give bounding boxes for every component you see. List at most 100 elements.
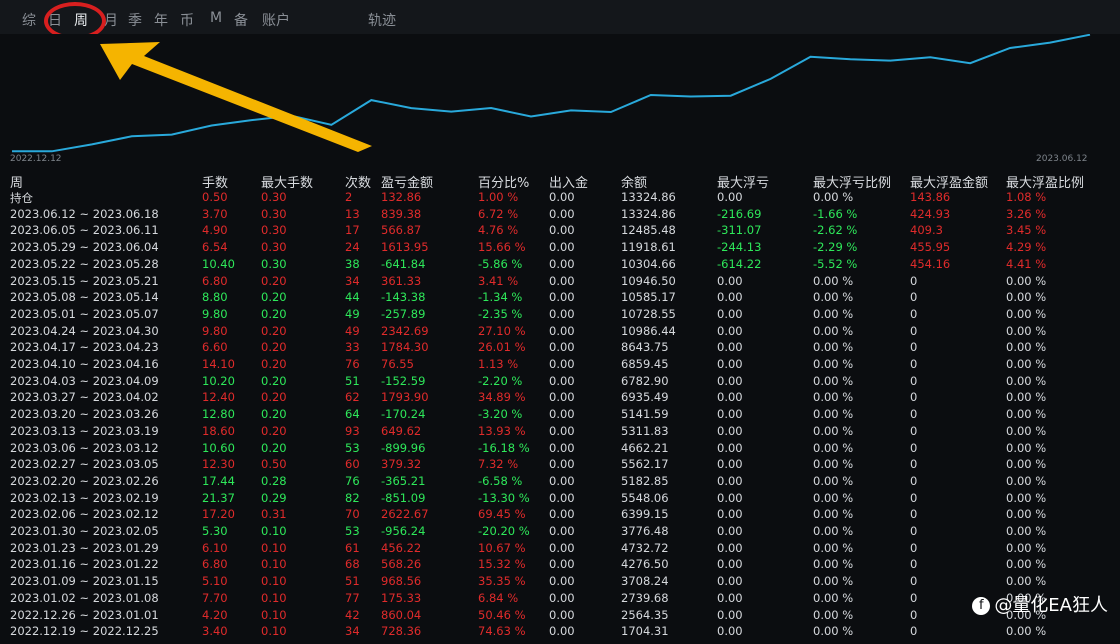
cell-balance: 5311.83 <box>621 423 669 438</box>
cell-max-float-profit-pct: 0.00 % <box>1006 540 1047 555</box>
table-row[interactable]: 2023.05.29 ~ 2023.06.04 6.54 0.30 24 1613.95… <box>0 240 1120 257</box>
cell-max-float-loss-pct: 0.00 % <box>813 624 854 639</box>
table-row[interactable]: 2023.05.22 ~ 2023.05.28 10.40 0.30 38 -641.8… <box>0 257 1120 274</box>
table-row[interactable]: 2023.03.13 ~ 2023.03.19 18.60 0.20 93 649.62… <box>0 424 1120 441</box>
cell-max_lots: 0.20 <box>261 273 287 288</box>
cell-pnl: 379.32 <box>381 457 422 472</box>
tab-bar: 综日周月季年币 M 备账户 轨迹 <box>0 0 1120 36</box>
table-row[interactable]: 2023.02.27 ~ 2023.03.05 12.30 0.50 60 379.32… <box>0 457 1120 474</box>
cell-period: 持仓 <box>10 191 33 205</box>
col-pct-header[interactable]: 百分比% <box>478 176 530 191</box>
table-row[interactable]: 持仓 0.50 0.30 2 132.86 1.00 % 0.00 13324.86 0.00 0… <box>0 190 1120 207</box>
cell-max-float-profit: 0 <box>910 624 918 639</box>
col-max-float-profit-pct-header[interactable]: 最大浮盈比例 <box>1006 176 1085 191</box>
table-row[interactable]: 2023.05.08 ~ 2023.05.14 8.80 0.20 44 -143.38… <box>0 290 1120 307</box>
col-deposit-header[interactable]: 出入金 <box>549 176 589 191</box>
chart-start-date: 2022.12.12 <box>10 154 62 164</box>
table-row[interactable]: 2023.02.06 ~ 2023.02.12 17.20 0.31 70 2622.6… <box>0 507 1120 524</box>
tab-3[interactable]: 月 <box>104 13 118 29</box>
col-max-float-loss-header[interactable]: 最大浮亏 <box>717 176 770 191</box>
tab-7[interactable]: M <box>210 10 223 26</box>
tab-4[interactable]: 季 <box>128 13 142 29</box>
cell-pct: 13.93 % <box>478 423 526 438</box>
table-row[interactable]: 2023.06.12 ~ 2023.06.18 3.70 0.30 13 839.38 6… <box>0 207 1120 224</box>
col-count-header[interactable]: 次数 <box>345 176 372 191</box>
tab-9[interactable]: 账户 <box>262 13 290 29</box>
table-row[interactable]: 2023.01.16 ~ 2023.01.22 6.80 0.10 68 568.26 1… <box>0 557 1120 574</box>
cell-lots: 12.30 <box>202 457 235 472</box>
col-max-lots-header[interactable]: 最大手数 <box>261 176 314 191</box>
equity-chart: 2022.12.12 2023.06.12 <box>0 34 1120 164</box>
cell-pnl: 456.22 <box>381 540 422 555</box>
cell-count: 68 <box>345 557 360 572</box>
table-row[interactable]: 2023.01.02 ~ 2023.01.08 7.70 0.10 77 175.33 6… <box>0 591 1120 608</box>
cell-period: 2023.01.16 ~ 2023.01.22 <box>10 557 159 572</box>
cell-max-float-loss: -216.69 <box>717 206 762 221</box>
cell-max-float-loss: 0.00 <box>717 323 743 338</box>
cell-pnl: -152.59 <box>381 373 426 388</box>
cell-balance: 10304.66 <box>621 256 676 271</box>
table-row[interactable]: 2023.01.30 ~ 2023.02.05 5.30 0.10 53 -956.24… <box>0 524 1120 541</box>
cell-deposit: 0.00 <box>549 357 575 371</box>
cell-balance: 10946.50 <box>621 273 676 288</box>
cell-count: 13 <box>345 206 360 221</box>
table-row[interactable]: 2023.06.05 ~ 2023.06.11 4.90 0.30 17 566.87 4… <box>0 223 1120 240</box>
cell-max-float-loss-pct: 0.00 % <box>813 507 854 522</box>
col-pnl-header[interactable]: 盈亏金额 <box>381 176 434 191</box>
tab-6[interactable]: 币 <box>180 13 194 29</box>
cell-max-float-loss-pct: 0.00 % <box>813 373 854 388</box>
table-row[interactable]: 2023.04.24 ~ 2023.04.30 9.80 0.20 49 2342.69… <box>0 324 1120 341</box>
cell-max-float-loss: 0.00 <box>717 473 743 488</box>
cell-max-float-loss: 0.00 <box>717 574 743 589</box>
col-lots-header[interactable]: 手数 <box>202 176 229 191</box>
cell-max-float-profit-pct: 0.00 % <box>1006 524 1047 538</box>
cell-pnl: 2342.69 <box>381 323 429 338</box>
tab-5[interactable]: 年 <box>154 13 168 29</box>
cell-lots: 9.80 <box>202 306 228 321</box>
table-row[interactable]: 2023.04.17 ~ 2023.04.23 6.60 0.20 33 1784.30… <box>0 340 1120 357</box>
cell-max-float-loss: 0.00 <box>717 190 743 204</box>
tab-0[interactable]: 综 <box>22 13 36 29</box>
tab-10[interactable]: 轨迹 <box>368 13 396 29</box>
cell-balance: 6935.49 <box>621 390 669 405</box>
cell-max-float-profit-pct: 0.00 % <box>1006 340 1047 355</box>
table-row[interactable]: 2023.02.20 ~ 2023.02.26 17.44 0.28 76 -365.2… <box>0 474 1120 491</box>
table-row[interactable]: 2023.03.06 ~ 2023.03.12 10.60 0.20 53 -899.9… <box>0 441 1120 458</box>
table-row[interactable]: 2023.02.13 ~ 2023.02.19 21.37 0.29 82 -851.0… <box>0 491 1120 508</box>
cell-max_lots: 0.50 <box>261 457 287 472</box>
col-period-header[interactable]: 周 <box>10 176 24 191</box>
cell-max-float-profit: 0 <box>910 607 918 622</box>
cell-pnl: -956.24 <box>381 524 426 538</box>
col-balance-header[interactable]: 余额 <box>621 176 648 191</box>
cell-count: 62 <box>345 390 360 405</box>
cell-max_lots: 0.20 <box>261 290 287 305</box>
cell-balance: 5548.06 <box>621 490 669 505</box>
cell-max_lots: 0.28 <box>261 473 287 488</box>
col-max-float-profit-header[interactable]: 最大浮盈金额 <box>910 176 989 191</box>
cell-max-float-profit-pct: 0.00 % <box>1006 473 1047 488</box>
cell-max-float-loss-pct: 0.00 % <box>813 607 854 622</box>
cell-pnl: 566.87 <box>381 223 422 238</box>
cell-max-float-profit-pct: 0.00 % <box>1006 490 1047 505</box>
table-row[interactable]: 2023.01.09 ~ 2023.01.15 5.10 0.10 51 968.56 3… <box>0 574 1120 591</box>
table-row[interactable]: 2023.04.03 ~ 2023.04.09 10.20 0.20 51 -152.5… <box>0 374 1120 391</box>
tab-8[interactable]: 备 <box>234 13 248 29</box>
table-row[interactable]: 2022.12.26 ~ 2023.01.01 4.20 0.10 42 860.04 5… <box>0 608 1120 625</box>
table-row[interactable]: 2023.01.23 ~ 2023.01.29 6.10 0.10 61 456.22 1… <box>0 541 1120 558</box>
table-row[interactable]: 2022.12.19 ~ 2022.12.25 3.40 0.10 34 728.36 7… <box>0 624 1120 641</box>
cell-pnl: 649.62 <box>381 423 422 438</box>
col-max-float-loss-pct-header[interactable]: 最大浮亏比例 <box>813 176 892 191</box>
cell-max-float-loss: 0.00 <box>717 440 743 455</box>
watermark-text: @量化EA狂人 <box>994 595 1108 616</box>
table-row[interactable]: 2023.04.10 ~ 2023.04.16 14.10 0.20 76 76.55 1… <box>0 357 1120 374</box>
table-row[interactable]: 2023.03.27 ~ 2023.04.02 12.40 0.20 62 1793.9… <box>0 390 1120 407</box>
cell-max-float-loss-pct: 0.00 % <box>813 557 854 572</box>
cell-max_lots: 0.30 <box>261 240 287 255</box>
cell-pnl: 132.86 <box>381 190 422 204</box>
cell-pct: -2.20 % <box>478 373 523 388</box>
table-row[interactable]: 2023.05.01 ~ 2023.05.07 9.80 0.20 49 -257.89… <box>0 307 1120 324</box>
table-row[interactable]: 2023.03.20 ~ 2023.03.26 12.80 0.20 64 -170.2… <box>0 407 1120 424</box>
cell-count: 17 <box>345 223 360 238</box>
cell-max-float-profit-pct: 0.00 % <box>1006 457 1047 472</box>
table-row[interactable]: 2023.05.15 ~ 2023.05.21 6.80 0.20 34 361.33 3… <box>0 274 1120 291</box>
